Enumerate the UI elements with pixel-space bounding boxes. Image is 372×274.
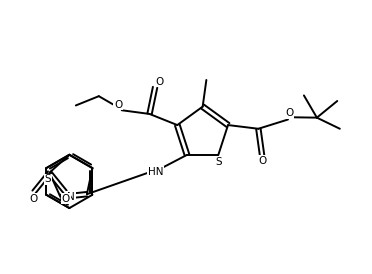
Text: S: S (215, 156, 222, 167)
Text: O: O (29, 193, 38, 204)
Text: HN: HN (148, 167, 163, 176)
Text: O: O (258, 156, 266, 166)
Text: O: O (114, 100, 122, 110)
Text: O: O (62, 193, 70, 204)
Text: N: N (67, 192, 75, 202)
Text: O: O (155, 77, 164, 87)
Text: O: O (285, 108, 294, 118)
Text: S: S (44, 174, 51, 184)
